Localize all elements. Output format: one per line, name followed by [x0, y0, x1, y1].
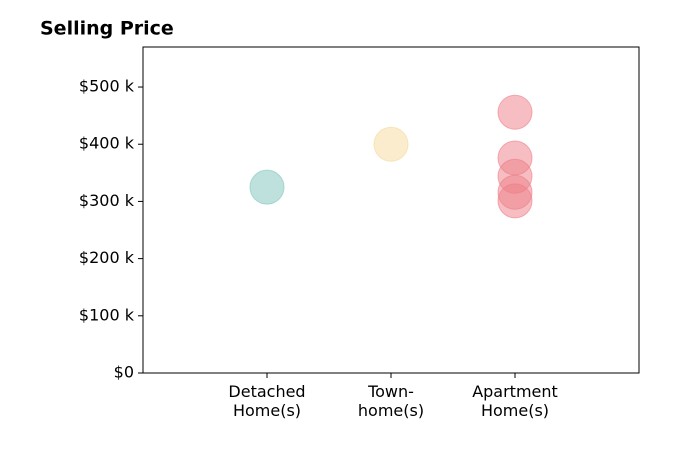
x-tick-label: Apartment Home(s) — [472, 382, 558, 420]
x-tick-label: Detached Home(s) — [228, 382, 306, 420]
point — [249, 169, 285, 205]
y-tick-label: $100 k — [79, 305, 135, 324]
point — [373, 126, 409, 162]
y-tick-label: $400 k — [79, 134, 135, 153]
y-tick-label: $0 — [114, 363, 134, 382]
y-tick-label: $500 k — [79, 77, 135, 96]
point — [497, 94, 533, 130]
plot-frame — [142, 46, 640, 374]
point — [497, 183, 533, 219]
y-tick-label: $300 k — [79, 191, 135, 210]
y-tick-label: $200 k — [79, 248, 135, 267]
x-tick-label: Town- home(s) — [357, 382, 425, 420]
chart-title: Selling Price — [40, 18, 174, 40]
